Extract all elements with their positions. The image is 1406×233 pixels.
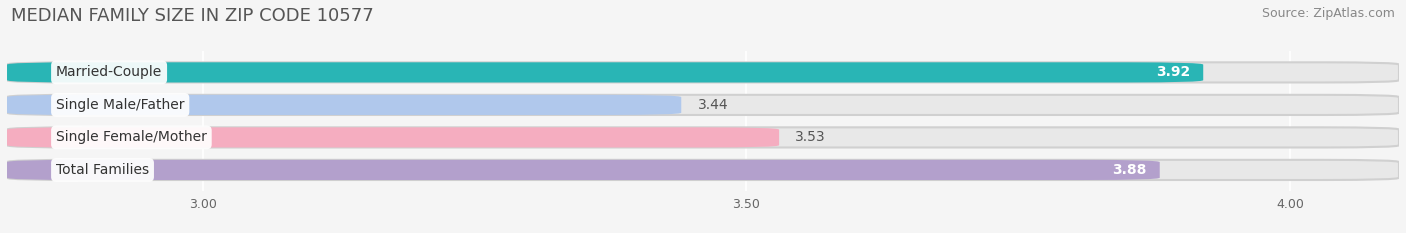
Text: Source: ZipAtlas.com: Source: ZipAtlas.com	[1261, 7, 1395, 20]
Text: 3.92: 3.92	[1156, 65, 1191, 79]
Text: MEDIAN FAMILY SIZE IN ZIP CODE 10577: MEDIAN FAMILY SIZE IN ZIP CODE 10577	[11, 7, 374, 25]
FancyBboxPatch shape	[7, 62, 1399, 82]
FancyBboxPatch shape	[7, 95, 682, 115]
Text: Single Male/Father: Single Male/Father	[56, 98, 184, 112]
FancyBboxPatch shape	[7, 127, 779, 147]
FancyBboxPatch shape	[7, 95, 1399, 115]
FancyBboxPatch shape	[7, 62, 1204, 82]
FancyBboxPatch shape	[7, 160, 1399, 180]
Text: 3.88: 3.88	[1112, 163, 1147, 177]
Text: Total Families: Total Families	[56, 163, 149, 177]
Text: Single Female/Mother: Single Female/Mother	[56, 130, 207, 144]
FancyBboxPatch shape	[7, 127, 1399, 147]
FancyBboxPatch shape	[7, 160, 1160, 180]
Text: Married-Couple: Married-Couple	[56, 65, 162, 79]
Text: 3.53: 3.53	[796, 130, 827, 144]
Text: 3.44: 3.44	[697, 98, 728, 112]
